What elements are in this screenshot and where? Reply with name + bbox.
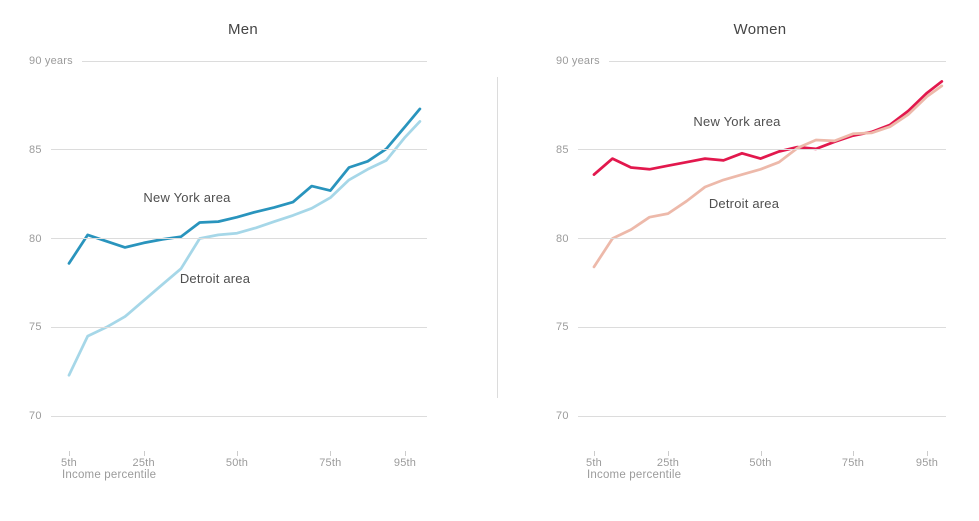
gridline	[50, 238, 427, 239]
x-tick-label: 5th	[586, 457, 602, 469]
y-gridline-women-80: 80	[556, 232, 946, 246]
annotation-men-new-york-area: New York area	[143, 190, 231, 205]
y-tick-label: 85	[29, 143, 42, 156]
panel-divider	[497, 77, 498, 398]
chart-title-women: Women	[733, 21, 787, 38]
x-tick	[143, 451, 145, 456]
series-line-men-detroit-area	[67, 120, 422, 377]
x-tick-label: 50th	[749, 457, 772, 469]
x-tick	[668, 451, 669, 456]
y-tick-label: 75	[29, 321, 42, 334]
gridline	[577, 326, 946, 328]
gridline	[50, 326, 427, 328]
y-gridline-men-85: 85	[29, 143, 427, 157]
y-gridline-men-80: 80	[29, 232, 427, 246]
y-gridline-men-90: 90 years	[29, 54, 427, 68]
x-tick-label: 75th	[319, 457, 342, 469]
y-tick-label: 75	[556, 321, 569, 334]
x-tick-label: 5th	[61, 457, 77, 469]
x-tick	[405, 451, 406, 456]
x-tick-label: 25th	[656, 457, 680, 469]
x-tick-label: 75th	[841, 457, 865, 469]
y-tick-label: 90 years	[556, 55, 600, 67]
y-gridline-women-85: 85	[556, 143, 946, 157]
y-tick-label: 80	[29, 232, 42, 245]
series-line-women-detroit-area	[592, 84, 944, 269]
x-axis-title-women: Income percentile	[587, 469, 682, 481]
annotation-women-new-york-area: New York area	[693, 114, 781, 129]
annotation-women-detroit-area: Detroit area	[708, 196, 780, 211]
x-tick-label: 50th	[225, 457, 249, 469]
gridline	[577, 238, 946, 239]
series-line-women-new-york-area	[592, 80, 944, 176]
gridline	[50, 149, 427, 151]
gridline	[577, 149, 946, 151]
gridline	[577, 415, 946, 417]
x-tick	[760, 451, 762, 456]
y-tick-label: 70	[29, 410, 42, 422]
series-line-men-new-york-area	[67, 107, 422, 265]
x-tick-label: 25th	[132, 457, 155, 469]
y-gridline-women-75: 75	[556, 320, 946, 334]
x-tick	[69, 451, 70, 456]
gridline	[608, 60, 946, 62]
gridline	[50, 415, 427, 417]
y-tick-label: 85	[556, 143, 569, 156]
y-gridline-women-90: 90 years	[556, 54, 946, 68]
y-gridline-men-75: 75	[29, 320, 427, 334]
x-tick	[237, 451, 238, 456]
x-tick	[927, 451, 928, 456]
x-axis-title-men: Income percentile	[62, 469, 157, 481]
x-tick-label: 95th	[915, 457, 939, 469]
x-tick	[330, 451, 332, 456]
gridline	[81, 60, 427, 62]
chart-title-men: Men	[227, 21, 259, 38]
y-gridline-women-70: 70	[556, 409, 946, 423]
annotation-men-detroit-area: Detroit area	[179, 271, 251, 286]
y-tick-label: 90 years	[29, 55, 73, 67]
x-tick-label: 95th	[393, 457, 417, 469]
y-tick-label: 80	[556, 232, 569, 245]
y-gridline-men-70: 70	[29, 409, 427, 423]
x-tick	[853, 451, 854, 456]
x-tick	[594, 451, 595, 456]
y-tick-label: 70	[556, 410, 569, 422]
